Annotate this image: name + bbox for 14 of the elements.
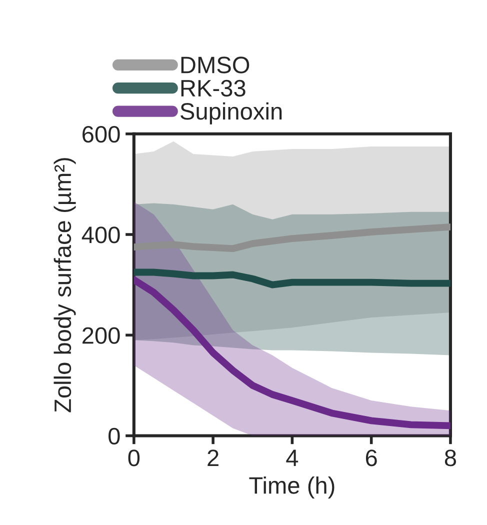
y-tick-label: 200 [82, 327, 120, 344]
legend-label: DMSO [181, 56, 250, 74]
y-tick-label: 0 [108, 428, 120, 445]
y-tick-label: 600 [82, 126, 120, 143]
legend-label: Supinoxin [180, 102, 282, 124]
x-tick-label: 0 [128, 450, 140, 466]
x-tick-label: 8 [444, 450, 456, 466]
x-tick-label: 4 [286, 450, 298, 466]
x-tick-label: 6 [366, 450, 377, 466]
legend-label: RK-33 [181, 80, 246, 97]
x-tick-label: 2 [208, 450, 218, 466]
x-axis-title: Time (h) [249, 476, 334, 499]
y-axis-title: Zollo body surface (µm²) [54, 158, 76, 412]
y-tick-label: 400 [82, 226, 120, 244]
